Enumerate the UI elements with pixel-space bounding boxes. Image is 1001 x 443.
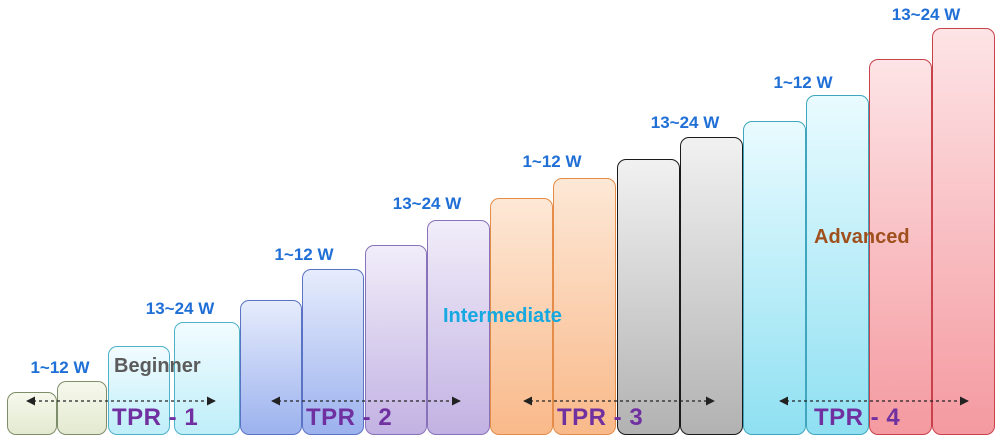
week-label-tpr3-second: 13~24 W	[650, 113, 720, 132]
tpr-label-2: TPR - 2	[306, 404, 393, 431]
week-label-tpr4-second: 13~24 W	[891, 5, 961, 24]
week-label-tpr4-first: 1~12 W	[773, 73, 833, 92]
bar-tpr3-b	[553, 178, 616, 435]
week-label-tpr1-second: 13~24 W	[145, 299, 215, 318]
week-label-tpr1-first: 1~12 W	[30, 358, 90, 377]
bar-tpr2-b	[302, 269, 364, 435]
week-label-tpr2-second: 13~24 W	[392, 194, 462, 213]
bar-tpr4-d	[932, 28, 995, 435]
bar-tpr3-a	[490, 198, 553, 435]
bar-tpr3-d	[680, 137, 743, 435]
bar-tpr4-a	[743, 121, 806, 435]
level-label-advanced: Advanced	[814, 226, 910, 248]
bar-tpr4-b	[806, 95, 869, 435]
bar-tpr1-d	[174, 322, 240, 435]
tpr-label-1: TPR - 1	[112, 404, 199, 431]
bar-tpr1-b	[57, 381, 107, 435]
week-label-tpr2-first: 1~12 W	[274, 245, 334, 264]
level-label-beginner: Beginner	[114, 355, 201, 377]
level-label-intermediate: Intermediate	[443, 305, 562, 327]
tpr-label-4: TPR - 4	[814, 404, 901, 431]
week-label-tpr3-first: 1~12 W	[522, 152, 582, 171]
bar-tpr4-c	[869, 59, 932, 435]
bar-tpr3-c	[617, 159, 680, 435]
bar-tpr1-c	[108, 346, 170, 435]
tpr-label-3: TPR - 3	[557, 404, 644, 431]
bar-tpr2-a	[240, 300, 302, 435]
